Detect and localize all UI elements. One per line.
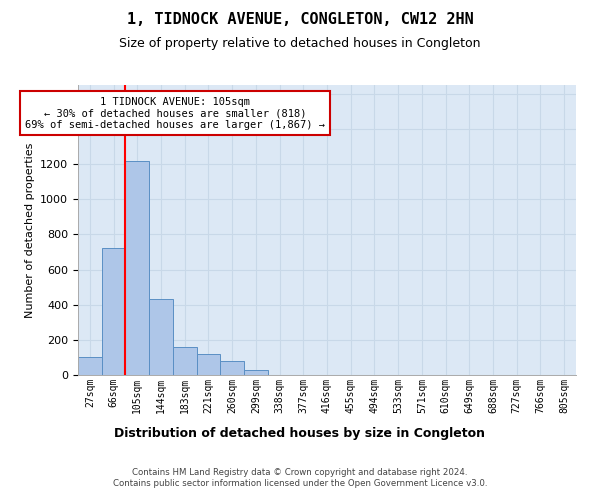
Y-axis label: Number of detached properties: Number of detached properties <box>25 142 35 318</box>
Text: Contains HM Land Registry data © Crown copyright and database right 2024.
Contai: Contains HM Land Registry data © Crown c… <box>113 468 487 487</box>
Bar <box>78 358 102 375</box>
Bar <box>125 160 149 375</box>
Bar <box>244 370 268 375</box>
Text: Size of property relative to detached houses in Congleton: Size of property relative to detached ho… <box>119 38 481 51</box>
Text: 1 TIDNOCK AVENUE: 105sqm
← 30% of detached houses are smaller (818)
69% of semi-: 1 TIDNOCK AVENUE: 105sqm ← 30% of detach… <box>25 96 325 130</box>
Bar <box>197 354 220 375</box>
Bar <box>102 248 125 375</box>
Bar <box>149 300 173 375</box>
Text: Distribution of detached houses by size in Congleton: Distribution of detached houses by size … <box>115 428 485 440</box>
Bar <box>220 361 244 375</box>
Text: 1, TIDNOCK AVENUE, CONGLETON, CW12 2HN: 1, TIDNOCK AVENUE, CONGLETON, CW12 2HN <box>127 12 473 28</box>
Bar <box>173 347 197 375</box>
